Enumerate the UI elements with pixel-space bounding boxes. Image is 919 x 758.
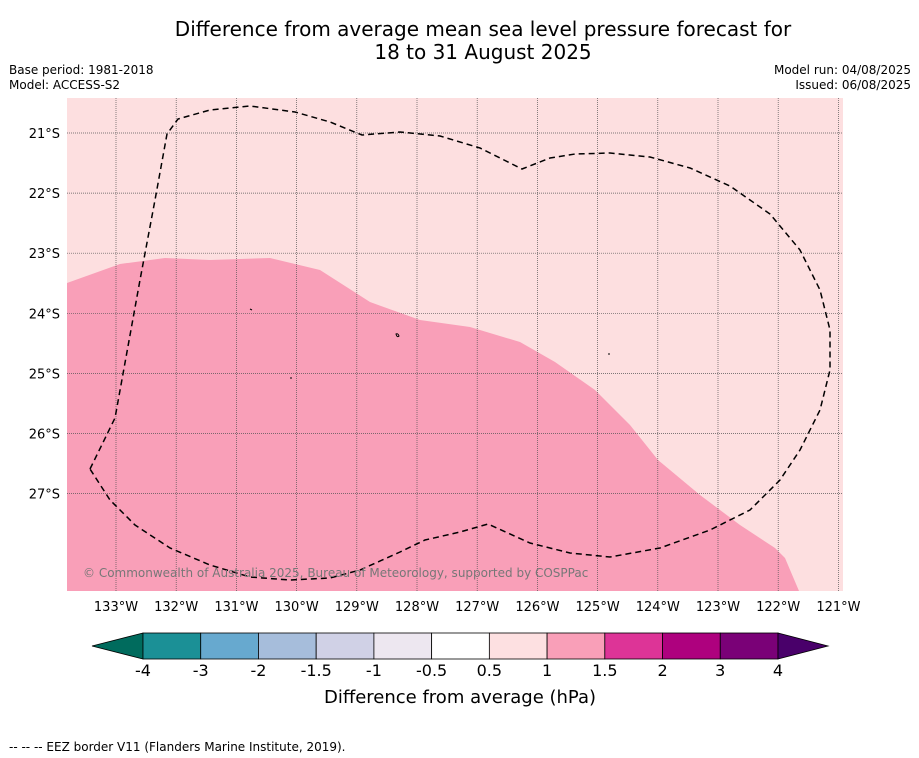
longitude-label: 131°W (214, 600, 258, 615)
copyright-notice: © Commonwealth of Australia 2025, Bureau… (83, 566, 588, 580)
colorbar-tick-label: -4 (135, 661, 151, 680)
latitude-label: 27°S (29, 488, 60, 503)
colorbar-extend-low (91, 632, 144, 660)
colorbar-tick-label: -0.5 (416, 661, 447, 680)
colorbar-tick-label: 1.5 (592, 661, 617, 680)
anomaly-band-medium (67, 258, 799, 591)
model-name: Model: ACCESS-S2 (9, 78, 121, 92)
colorbar-segment (431, 632, 490, 660)
latitude-labels: 21°S 22°S 23°S 24°S 25°S 26°S 27°S (29, 127, 60, 503)
latitude-label: 26°S (29, 428, 60, 443)
island-mark (249, 308, 253, 311)
longitude-label: 121°W (816, 600, 860, 615)
latitude-label: 22°S (29, 187, 60, 202)
colorbar-tick-label: 3 (715, 661, 725, 680)
eez-border (89, 105, 831, 581)
colorbar-segment (488, 632, 548, 660)
graticule (67, 98, 843, 591)
latitude-label: 25°S (29, 367, 60, 382)
colorbar-tick-label: -1.5 (301, 661, 332, 680)
longitude-label: 128°W (395, 600, 439, 615)
colorbar-tick-label: -3 (193, 661, 209, 680)
colorbar-segment (200, 632, 259, 660)
issued-date: Issued: 06/08/2025 (795, 78, 911, 92)
longitude-label: 132°W (154, 600, 198, 615)
latitude-label: 23°S (29, 247, 60, 262)
latitude-label: 24°S (29, 307, 60, 322)
colorbar-extend-high (777, 632, 830, 660)
longitude-labels: 133°W 132°W 131°W 130°W 129°W 128°W 127°W 126°W… (94, 600, 861, 615)
colorbar-tick-labels: -4 -3 -2 -1.5 -1 -0.5 0.5 1 1.5 2 3 4 (135, 661, 783, 680)
colorbar-tick-label: 4 (773, 661, 783, 680)
eez-footnote: -- -- -- EEZ border V11 (Flanders Marine… (9, 740, 346, 754)
colorbar (91, 632, 830, 660)
island-marks (249, 308, 610, 379)
model-run: Model run: 04/08/2025 (773, 63, 911, 77)
longitude-label: 124°W (636, 600, 680, 615)
chart-title: Difference from average mean sea level p… (0, 18, 919, 64)
colorbar-segment (315, 632, 375, 660)
colorbar-segment (719, 632, 779, 660)
colorbar-tick-label: -2 (250, 661, 266, 680)
colorbar-tick-label: 2 (657, 661, 667, 680)
colorbar-title: Difference from average (hPa) (324, 687, 596, 708)
colorbar-segment (662, 632, 721, 660)
base-period: Base period: 1981-2018 (9, 63, 154, 77)
colorbar-segment (604, 632, 663, 660)
colorbar-segment (373, 632, 433, 660)
island-mark (395, 333, 400, 338)
meta-left: Base period: 1981-2018 Model: ACCESS-S2 (9, 63, 154, 93)
longitude-label: 127°W (455, 600, 499, 615)
longitude-label: 125°W (576, 600, 620, 615)
colorbar-segment (546, 632, 606, 660)
colorbar-segment (258, 632, 317, 660)
longitude-label: 130°W (275, 600, 319, 615)
longitude-label: 129°W (335, 600, 379, 615)
meta-right: Model run: 04/08/2025 Issued: 06/08/2025 (774, 63, 911, 93)
colorbar-tick-label: 1 (542, 661, 552, 680)
colorbar-tick-label: -1 (366, 661, 382, 680)
colorbar-segment (142, 632, 202, 660)
latitude-label: 21°S (29, 127, 60, 142)
longitude-label: 133°W (94, 600, 138, 615)
longitude-label: 122°W (756, 600, 800, 615)
longitude-label: 123°W (696, 600, 740, 615)
title-line-2: 18 to 31 August 2025 (374, 40, 592, 64)
title-line-1: Difference from average mean sea level p… (174, 17, 792, 41)
longitude-label: 126°W (515, 600, 559, 615)
colorbar-tick-label: 0.5 (477, 661, 502, 680)
